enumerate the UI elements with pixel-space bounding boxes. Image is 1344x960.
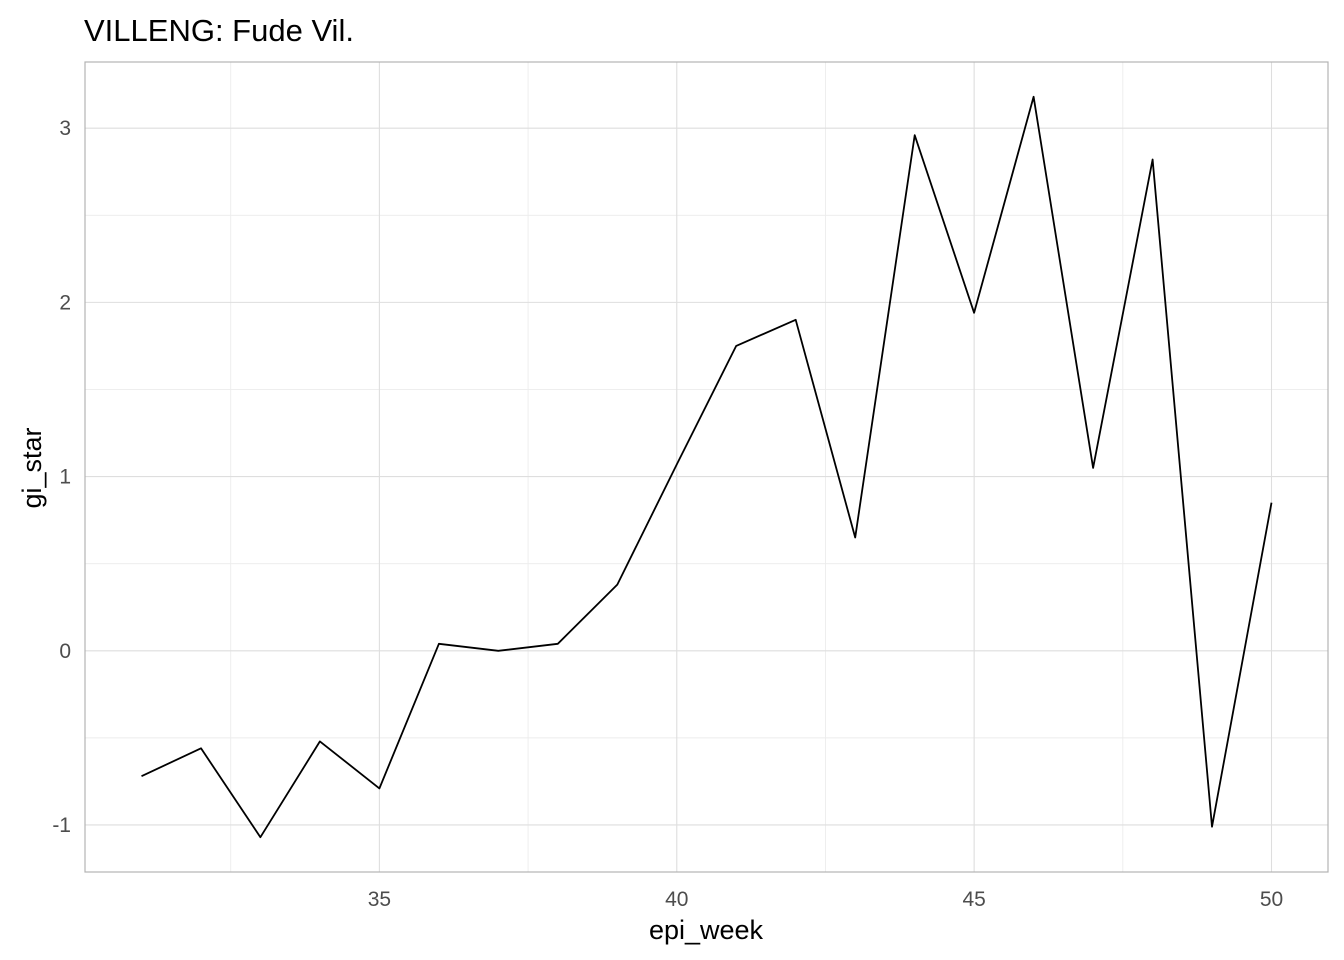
y-tick-label: -1 [52, 814, 71, 837]
x-axis-ticks: 35 40 45 50 [368, 888, 1283, 911]
plot-panel-border [84, 61, 1329, 873]
x-tick-label: 50 [1260, 888, 1283, 911]
y-tick-label: 0 [59, 640, 71, 663]
minor-gridlines [85, 62, 1328, 872]
y-axis-ticks: -1 0 1 2 3 [52, 117, 71, 837]
y-axis-title: gi_star [17, 427, 47, 508]
major-gridlines [85, 62, 1328, 872]
x-tick-label: 40 [665, 888, 688, 911]
x-tick-label: 35 [368, 888, 391, 911]
x-axis-title: epi_week [649, 915, 764, 945]
series-line [141, 95, 1273, 839]
series-layer [141, 95, 1273, 839]
y-tick-label: 1 [59, 466, 71, 489]
y-tick-label: 2 [59, 291, 71, 314]
chart-title: VILLENG: Fude Vil. [84, 13, 354, 48]
x-tick-label: 45 [962, 888, 985, 911]
y-tick-label: 3 [59, 117, 71, 140]
